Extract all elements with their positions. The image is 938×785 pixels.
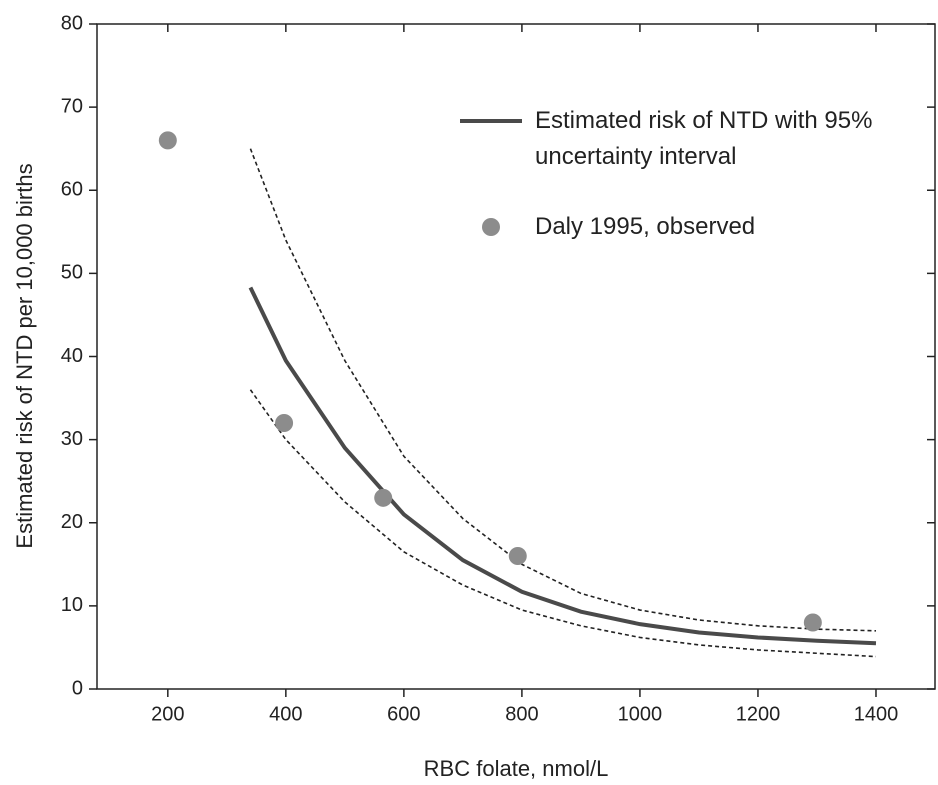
- y-tick-label: 20: [61, 511, 83, 533]
- y-tick-label: 10: [61, 594, 83, 616]
- y-tick-label: 50: [61, 262, 83, 284]
- legend-swatch: [482, 218, 500, 236]
- estimate-line: [248, 286, 877, 646]
- y-tick-label: 0: [72, 677, 83, 699]
- y-tick-label: 60: [61, 179, 83, 201]
- x-tick-label: 1000: [618, 703, 663, 725]
- y-tick-label: 70: [61, 95, 83, 117]
- x-tick-label: 200: [151, 703, 184, 725]
- interval-line: [249, 389, 877, 658]
- data-point: [803, 613, 822, 632]
- x-tick-label: 1200: [736, 703, 781, 725]
- x-axis-label: RBC folate, nmol/L: [424, 756, 609, 781]
- y-axis-label: Estimated risk of NTD per 10,000 births: [12, 163, 37, 548]
- legend-label: Daly 1995, observed: [535, 213, 756, 240]
- data-point: [158, 131, 177, 150]
- x-tick-label: 800: [505, 703, 538, 725]
- x-tick-label: 400: [269, 703, 302, 725]
- y-tick-label: 40: [61, 345, 83, 367]
- data-point: [374, 488, 393, 507]
- x-tick-label: 600: [387, 703, 420, 725]
- data-point: [275, 414, 294, 432]
- y-tick-label: 30: [61, 428, 83, 450]
- y-tick-label: 80: [61, 12, 83, 34]
- legend-label: Estimated risk of NTD with 95% uncertain…: [535, 107, 873, 170]
- data-point: [508, 547, 527, 565]
- x-tick-label: 1400: [854, 703, 899, 725]
